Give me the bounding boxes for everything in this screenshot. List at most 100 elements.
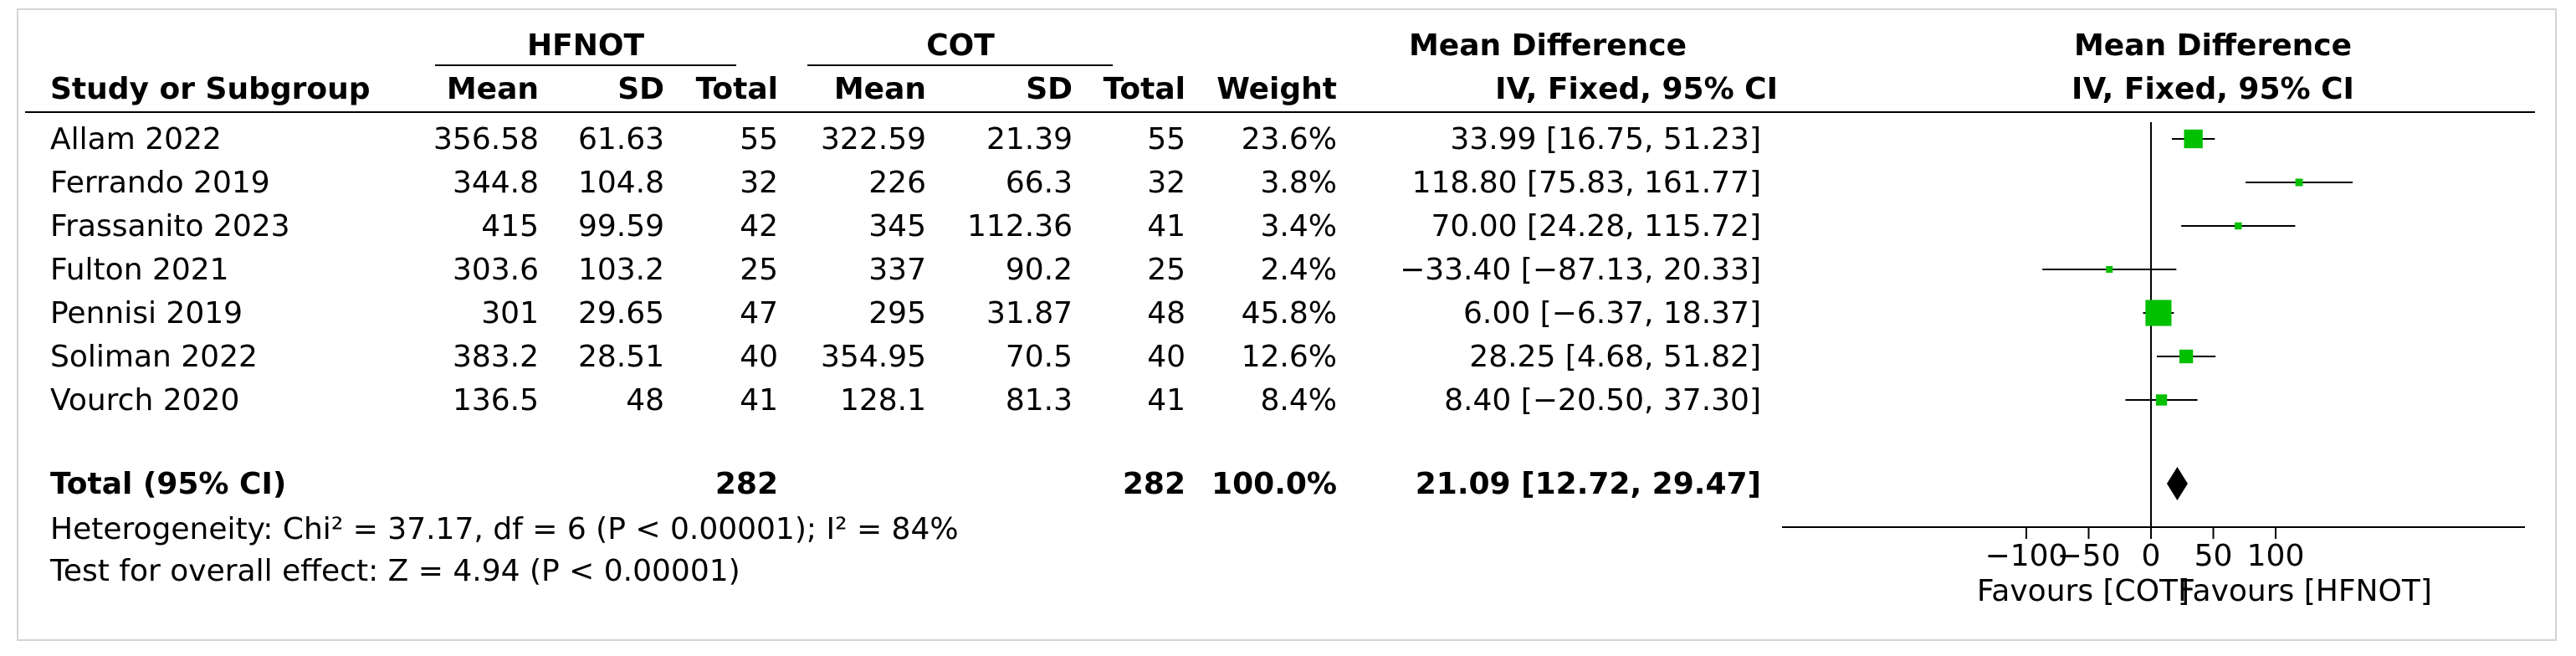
point-estimate-marker xyxy=(2295,178,2303,187)
sd1: 28.51 xyxy=(578,340,664,374)
weight: 23.6% xyxy=(1242,122,1337,156)
x-tick-label: 50 xyxy=(2194,539,2233,573)
x-tick-label: 0 xyxy=(2142,539,2161,573)
mean1: 383.2 xyxy=(453,340,539,374)
total2: 32 xyxy=(1147,166,1186,200)
overall-effect-text: Test for overall effect: Z = 4.94 (P < 0… xyxy=(49,554,740,588)
total2: 41 xyxy=(1147,383,1186,418)
study-name: Pennisi 2019 xyxy=(50,296,243,331)
table-row: Fulton 2021 303.6 103.2 25 337 90.2 25 2.4% −33.… xyxy=(50,253,1761,287)
total1-value: 282 xyxy=(715,467,778,501)
total1: 55 xyxy=(740,122,778,156)
total1: 41 xyxy=(740,383,778,418)
sd1: 61.63 xyxy=(578,122,664,156)
sd2: 70.5 xyxy=(1006,340,1073,374)
study-rows: Allam 2022 356.58 61.63 55 322.59 21.39 55 23.6… xyxy=(50,122,1761,418)
sd2: 112.36 xyxy=(967,209,1073,243)
mean1: 415 xyxy=(481,209,539,243)
group1-header: HFNOT xyxy=(527,28,644,63)
forest-plot-frame xyxy=(17,8,2557,641)
weight-header: Weight xyxy=(1216,72,1337,106)
total-weight: 100.0% xyxy=(1211,467,1337,501)
point-estimate-marker xyxy=(2145,300,2172,326)
weight: 8.4% xyxy=(1261,383,1337,418)
mean1: 301 xyxy=(481,296,539,331)
study-name: Allam 2022 xyxy=(50,122,222,156)
total2: 41 xyxy=(1147,209,1186,243)
mean2: 345 xyxy=(868,209,926,243)
ci-text: 33.99 [16.75, 51.23] xyxy=(1450,122,1761,156)
total2: 25 xyxy=(1147,253,1186,287)
total2-header: Total xyxy=(1104,72,1186,106)
study-name: Ferrando 2019 xyxy=(50,166,270,200)
study-name: Frassanito 2023 xyxy=(50,209,290,243)
mean2: 354.95 xyxy=(821,340,926,374)
table-row: Pennisi 2019 301 29.65 47 295 31.87 48 45.8% 6.0… xyxy=(50,296,1761,331)
total-ci-text: 21.09 [12.72, 29.47] xyxy=(1416,467,1761,501)
mean1-header: Mean xyxy=(447,72,539,106)
mean2: 295 xyxy=(868,296,926,331)
table-row: Soliman 2022 383.2 28.51 40 354.95 70.5 40 12.6… xyxy=(50,340,1761,374)
mean1: 136.5 xyxy=(453,383,539,418)
point-estimate-marker xyxy=(2106,266,2113,273)
x-tick-label: −100 xyxy=(1985,539,2068,573)
total1: 42 xyxy=(740,209,778,243)
group2-header: COT xyxy=(926,28,995,63)
total1: 25 xyxy=(740,253,778,287)
sd1: 99.59 xyxy=(578,209,664,243)
x-tick-label: −50 xyxy=(2057,539,2121,573)
table-row: Frassanito 2023 415 99.59 42 345 112.36 41 3.4%… xyxy=(50,209,1761,243)
total1: 40 xyxy=(740,340,778,374)
ci-text: 8.40 [−20.50, 37.30] xyxy=(1444,383,1761,418)
ci-text: 6.00 [−6.37, 18.37] xyxy=(1463,296,1761,331)
point-estimate-marker xyxy=(2184,129,2203,149)
ci-text: −33.40 [−87.13, 20.33] xyxy=(1400,253,1761,287)
total2: 55 xyxy=(1147,122,1186,156)
mean2: 337 xyxy=(868,253,926,287)
weight: 12.6% xyxy=(1242,340,1337,374)
weight: 3.4% xyxy=(1261,209,1337,243)
mean1: 356.58 xyxy=(433,122,539,156)
study-name: Fulton 2021 xyxy=(50,253,229,287)
total2: 48 xyxy=(1147,296,1186,331)
point-estimate-marker xyxy=(2235,222,2242,230)
mean2-header: Mean xyxy=(834,72,926,106)
sd1: 103.2 xyxy=(578,253,664,287)
heterogeneity-text: Heterogeneity: Chi² = 37.17, df = 6 (P <… xyxy=(50,512,959,546)
total1: 47 xyxy=(740,296,778,331)
ci-text: 28.25 [4.68, 51.82] xyxy=(1469,340,1761,374)
effect-subtitle: IV, Fixed, 95% CI xyxy=(1495,72,1778,106)
sd2: 90.2 xyxy=(1006,253,1073,287)
sd2-header: SD xyxy=(1026,72,1073,106)
ci-text: 118.80 [75.83, 161.77] xyxy=(1412,166,1761,200)
total1: 32 xyxy=(740,166,778,200)
sd1-header: SD xyxy=(617,72,664,106)
favours-right-label: Favours [HFNOT] xyxy=(2178,574,2432,608)
sd2: 31.87 xyxy=(986,296,1073,331)
total2: 40 xyxy=(1147,340,1186,374)
favours-left-label: Favours [COT] xyxy=(1977,574,2189,608)
table-row: Ferrando 2019 344.8 104.8 32 226 66.3 32 3.8% 11… xyxy=(50,166,1761,200)
point-estimate-marker xyxy=(2179,349,2194,364)
sd2: 21.39 xyxy=(986,122,1073,156)
mean1: 344.8 xyxy=(453,166,539,200)
study-name: Soliman 2022 xyxy=(50,340,258,374)
ci-text: 70.00 [24.28, 115.72] xyxy=(1431,209,1761,243)
sd2: 81.3 xyxy=(1006,383,1073,418)
total-label: Total (95% CI) xyxy=(50,467,286,501)
mean2: 128.1 xyxy=(840,383,926,418)
total2-value: 282 xyxy=(1123,467,1186,501)
table-row: Allam 2022 356.58 61.63 55 322.59 21.39 55 23.6… xyxy=(50,122,1761,156)
point-estimate-marker xyxy=(2155,394,2168,406)
x-tick-label: 100 xyxy=(2247,539,2305,573)
plot-subtitle: IV, Fixed, 95% CI xyxy=(2072,72,2354,106)
total1-header: Total xyxy=(696,72,778,106)
sd1: 104.8 xyxy=(578,166,664,200)
mean1: 303.6 xyxy=(453,253,539,287)
sd1: 29.65 xyxy=(578,296,664,331)
weight: 3.8% xyxy=(1261,166,1337,200)
sd2: 66.3 xyxy=(1006,166,1073,200)
weight: 45.8% xyxy=(1242,296,1337,331)
study-name: Vourch 2020 xyxy=(50,383,239,418)
